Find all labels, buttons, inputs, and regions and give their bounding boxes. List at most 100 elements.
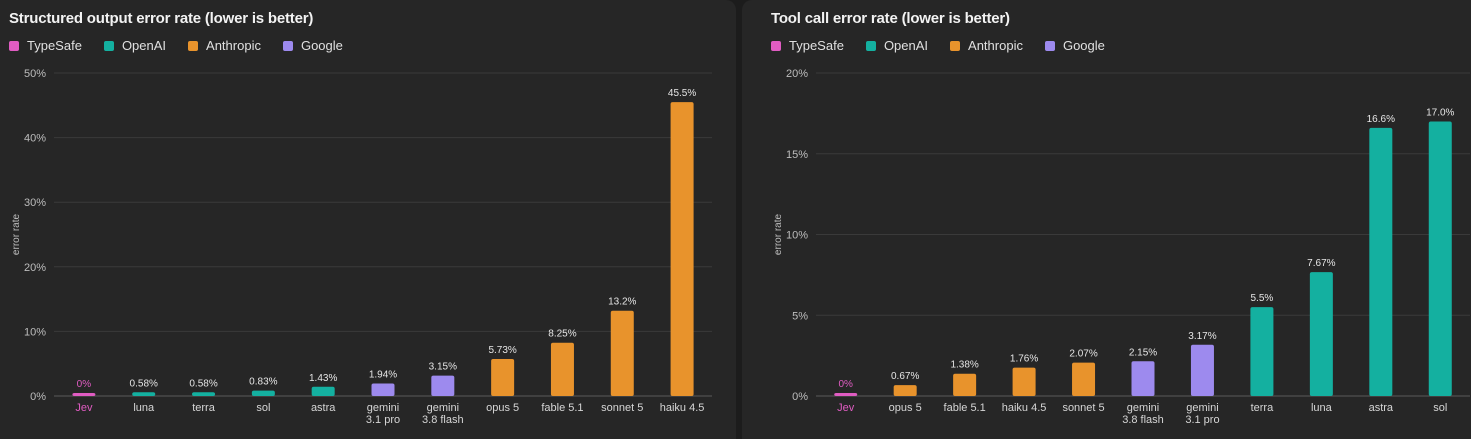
legend-item-openai[interactable]: OpenAI xyxy=(103,38,167,53)
bar xyxy=(132,392,156,396)
x-tick-label: luna xyxy=(1311,402,1333,414)
tool-call-bar-chart: 0% 5% 10% 15% 20% error rate 0% Jev 0.67% opus 5 1… xyxy=(773,68,1470,426)
legend-label: Anthropic xyxy=(968,38,1023,53)
x-tick-label: haiku 4.5 xyxy=(660,402,705,414)
bar xyxy=(1428,121,1452,396)
data-label: 45.5% xyxy=(668,88,696,99)
chart-legend: TypeSafe OpenAI Anthropic Google xyxy=(9,38,343,53)
y-axis-label: error rate xyxy=(11,214,22,256)
y-tick-label: 40% xyxy=(24,133,46,145)
chart-panel-structured-output: Structured output error rate (lower is b… xyxy=(9,10,712,426)
x-tick-label: Jev xyxy=(837,402,855,414)
bar xyxy=(491,358,515,396)
legend-item-typesafe[interactable]: TypeSafe xyxy=(9,38,82,53)
legend-item-anthropic[interactable]: Anthropic xyxy=(950,38,1023,53)
x-tick-label: gemini xyxy=(1186,402,1218,414)
y-tick-label: 15% xyxy=(786,149,808,161)
x-tick-label: 3.1 pro xyxy=(366,414,400,426)
y-tick-label: 30% xyxy=(24,197,46,209)
y-tick-label: 10% xyxy=(786,230,808,242)
bar xyxy=(251,390,275,396)
legend-swatch xyxy=(865,40,876,51)
legend-item-anthropic[interactable]: Anthropic xyxy=(188,38,261,53)
bar xyxy=(311,386,335,396)
x-tick-label: luna xyxy=(133,402,155,414)
legend-label: Google xyxy=(300,38,343,53)
data-label: 13.2% xyxy=(608,297,636,308)
bar xyxy=(1250,307,1274,396)
y-axis-label: error rate xyxy=(773,214,784,256)
x-tick-label: sonnet 5 xyxy=(601,402,643,414)
x-tick-label: astra xyxy=(311,402,336,414)
y-tick-label: 0% xyxy=(30,391,46,403)
y-tick-label: 5% xyxy=(792,310,808,322)
legend-swatch xyxy=(950,40,961,51)
bar xyxy=(893,385,917,396)
bar xyxy=(1309,272,1333,396)
bar xyxy=(1072,362,1096,396)
data-label: 0% xyxy=(839,379,854,390)
chart-title: Tool call error rate (lower is better) xyxy=(771,10,1010,27)
bar xyxy=(72,393,96,396)
x-tick-label: Jev xyxy=(75,402,93,414)
legend-item-google[interactable]: Google xyxy=(282,38,343,53)
data-label: 17.0% xyxy=(1426,107,1454,118)
legend-swatch xyxy=(282,40,293,51)
legend-item-typesafe[interactable]: TypeSafe xyxy=(771,38,844,53)
legend-label: OpenAI xyxy=(121,38,167,53)
data-label: 1.38% xyxy=(950,360,978,371)
bar xyxy=(1190,344,1214,396)
data-label: 3.17% xyxy=(1188,331,1216,342)
legend-label: Anthropic xyxy=(206,38,261,53)
data-label: 2.15% xyxy=(1129,347,1157,358)
x-tick-label: sonnet 5 xyxy=(1062,402,1104,414)
legend-swatch xyxy=(771,40,781,51)
x-tick-label: sol xyxy=(256,402,270,414)
bar xyxy=(670,102,694,396)
data-label: 8.25% xyxy=(548,329,576,340)
x-tick-label: gemini xyxy=(427,402,459,414)
chart-panel-tool-call: Tool call error rate (lower is better) T… xyxy=(742,0,1471,439)
y-tick-label: 10% xyxy=(24,326,46,338)
bar xyxy=(431,375,455,396)
x-tick-label: opus 5 xyxy=(486,402,519,414)
legend-swatch xyxy=(188,40,199,51)
data-label: 1.43% xyxy=(309,373,337,384)
x-tick-label: terra xyxy=(1251,402,1275,414)
chart-title: Structured output error rate (lower is b… xyxy=(9,10,314,27)
legend-swatch xyxy=(9,40,19,51)
data-label: 3.15% xyxy=(429,362,457,373)
legend-item-openai[interactable]: OpenAI xyxy=(865,38,928,53)
data-label: 1.76% xyxy=(1010,354,1038,365)
legend-swatch xyxy=(103,40,114,51)
x-tick-label: 3.1 pro xyxy=(1185,414,1219,426)
bar xyxy=(371,383,395,396)
x-tick-label: sol xyxy=(1433,402,1447,414)
bar xyxy=(1369,127,1393,396)
legend-swatch xyxy=(1044,40,1055,51)
x-tick-label: 3.8 flash xyxy=(422,414,464,426)
data-label: 0.58% xyxy=(130,378,158,389)
data-label: 16.6% xyxy=(1367,114,1395,125)
data-label: 0.67% xyxy=(891,371,919,382)
x-tick-label: 3.8 flash xyxy=(1122,414,1164,426)
x-tick-label: fable 5.1 xyxy=(944,402,986,414)
structured-output-bar-chart: 0% 10% 20% 30% 40% 50% error rate 0% Jev 0.58% lun… xyxy=(11,68,712,426)
legend-label: TypeSafe xyxy=(789,38,844,53)
data-label: 0.83% xyxy=(249,377,277,388)
y-tick-label: 0% xyxy=(792,391,808,403)
bar xyxy=(1012,367,1036,396)
bar xyxy=(834,393,858,396)
bar xyxy=(953,373,977,396)
x-tick-label: fable 5.1 xyxy=(541,402,583,414)
bar xyxy=(610,310,634,396)
x-tick-label: opus 5 xyxy=(889,402,922,414)
chart-legend: TypeSafe OpenAI Anthropic Google xyxy=(771,38,1105,53)
legend-item-google[interactable]: Google xyxy=(1044,38,1105,53)
data-label: 7.67% xyxy=(1307,258,1335,269)
x-tick-label: gemini xyxy=(1127,402,1159,414)
data-label: 2.07% xyxy=(1069,349,1097,360)
y-tick-label: 20% xyxy=(786,68,808,80)
bar xyxy=(192,392,216,396)
data-label: 5.73% xyxy=(488,345,516,356)
